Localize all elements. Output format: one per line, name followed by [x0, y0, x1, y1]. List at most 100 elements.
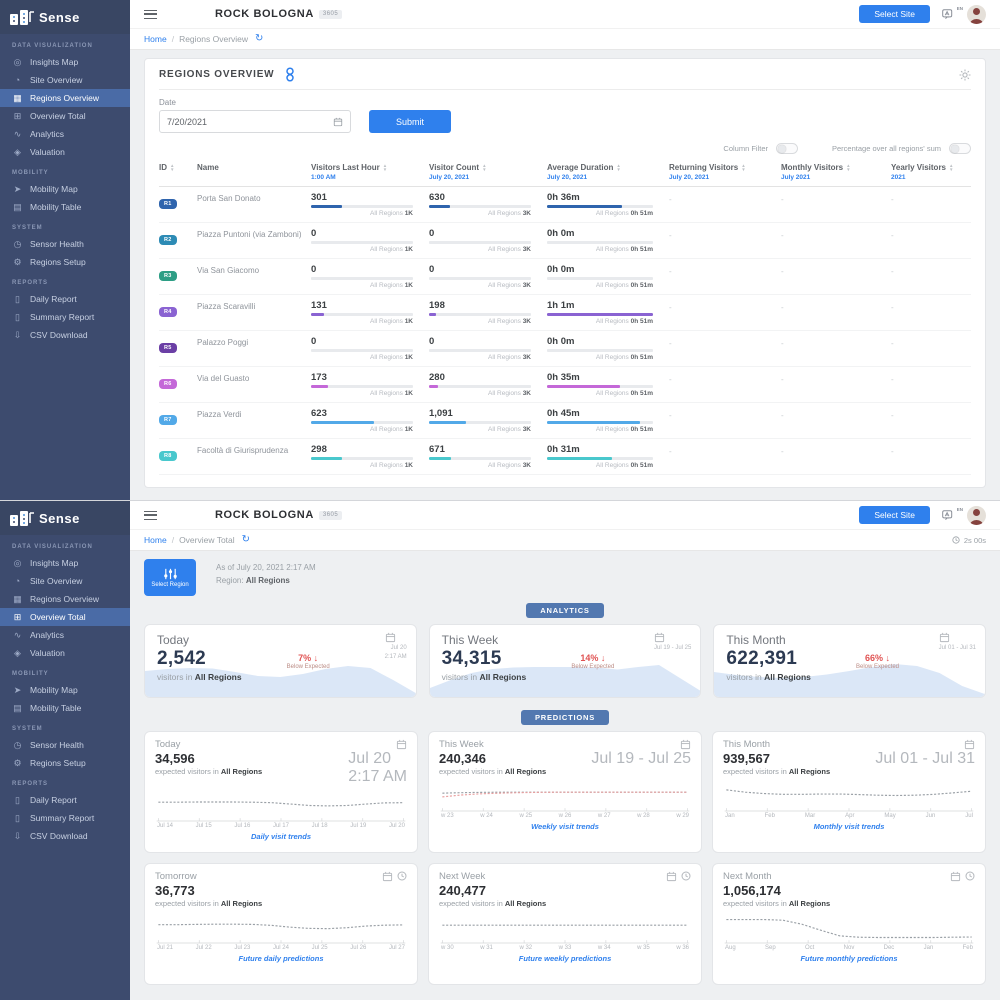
region-name: Palazzo Poggi — [197, 338, 249, 347]
sort-icon[interactable]: ▲ ▼ — [170, 163, 175, 172]
sidebar-item-csv-download[interactable]: ⇩ CSV Download — [0, 827, 130, 845]
table-row[interactable]: R7 Piazza Verdi 623 All Regions 1K 1,091 All … — [159, 403, 971, 439]
breadcrumb-home-link[interactable]: Home — [144, 535, 167, 545]
chart-caption-link[interactable]: Weekly visit trends — [531, 822, 599, 831]
language-selector[interactable]: EN — [942, 6, 963, 20]
sidebar-item-regions-setup[interactable]: ⚙ Regions Setup — [0, 253, 130, 271]
column-header-visitors-last-hour[interactable]: Visitors Last Hour ▲ ▼ 1:00 AM — [311, 163, 429, 181]
expected-visitors-value: 240,346 — [439, 751, 486, 766]
column-header-monthly-visitors[interactable]: Monthly Visitors ▲ ▼ July 2021 — [781, 163, 891, 181]
refresh-icon[interactable]: ↻ — [241, 534, 251, 545]
sidebar-item-site-overview[interactable]: ◔ Site Overview — [0, 71, 130, 89]
chart-x-labels: Jul 21 Jul 22 Jul 23 Jul 24 Jul 25 Jul 26 Jul … — [155, 945, 407, 951]
date-field[interactable] — [159, 110, 351, 133]
sidebar-item-mobility-map[interactable]: ➤ Mobility Map — [0, 681, 130, 699]
column-filter-toggle[interactable] — [776, 143, 798, 154]
sidebar-item-overview-total[interactable]: ⊞ Overview Total — [0, 107, 130, 125]
card-date-block: Jul 19 - Jul 25 — [654, 632, 691, 653]
sort-icon[interactable]: ▲ ▼ — [616, 163, 621, 172]
future-clock-icon[interactable] — [965, 871, 975, 881]
select-region-button[interactable]: Select Region — [144, 559, 196, 596]
future-clock-icon[interactable] — [397, 871, 407, 881]
column-header-id[interactable]: ID ▲ ▼ — [159, 163, 197, 181]
sidebar-item-insights-map[interactable]: ◎ Insights Map — [0, 554, 130, 572]
column-header-average-duration[interactable]: Average Duration ▲ ▼ July 20, 2021 — [547, 163, 669, 181]
user-avatar[interactable] — [967, 4, 986, 24]
sort-icon[interactable]: ▲ ▼ — [949, 163, 954, 172]
settings-gear-icon[interactable] — [959, 69, 971, 81]
monthly-visitors-value: - — [781, 231, 784, 240]
visitor-count-bar — [429, 457, 531, 460]
future-clock-icon[interactable] — [681, 871, 691, 881]
select-site-button[interactable]: Select Site — [859, 5, 930, 23]
calendar-icon[interactable] — [950, 871, 961, 882]
date-input[interactable] — [167, 116, 333, 127]
table-row[interactable]: R5 Palazzo Poggi 0 All Regions 1K 0 All Regio… — [159, 331, 971, 367]
calendar-icon[interactable] — [666, 871, 677, 882]
regions-overview-icon: ▦ — [13, 92, 22, 103]
calendar-icon[interactable] — [680, 739, 691, 750]
table-row[interactable]: R2 Piazza Puntoni (via Zamboni) 0 All Regio… — [159, 223, 971, 259]
breadcrumb-home-link[interactable]: Home — [144, 34, 167, 44]
table-row[interactable]: R1 Porta San Donato 301 All Regions 1K 630 Al… — [159, 187, 971, 223]
sort-icon[interactable]: ▲ ▼ — [846, 163, 851, 172]
calendar-icon[interactable] — [385, 632, 396, 643]
sidebar-item-sensor-health[interactable]: ◷ Sensor Health — [0, 736, 130, 754]
sort-icon[interactable]: ▲ ▼ — [382, 163, 388, 172]
chart-caption-link[interactable]: Future weekly predictions — [518, 954, 612, 963]
sidebar-item-site-overview[interactable]: ◔ Site Overview — [0, 572, 130, 590]
sidebar-item-insights-map[interactable]: ◎ Insights Map — [0, 53, 130, 71]
sidebar-item-regions-setup[interactable]: ⚙ Regions Setup — [0, 754, 130, 772]
chart-caption-link[interactable]: Future monthly predictions — [800, 954, 898, 963]
sort-icon[interactable]: ▲ ▼ — [482, 163, 487, 172]
select-site-button[interactable]: Select Site — [859, 506, 930, 524]
sidebar-item-daily-report[interactable]: ▯ Daily Report — [0, 791, 130, 809]
sidebar-item-summary-report[interactable]: ▯ Summary Report — [0, 809, 130, 827]
table-row[interactable]: R6 Via del Guasto 173 All Regions 1K 280 All … — [159, 367, 971, 403]
language-selector[interactable]: EN — [942, 507, 963, 521]
sidebar-item-analytics[interactable]: ∿ Analytics — [0, 626, 130, 644]
sidebar-item-analytics[interactable]: ∿ Analytics — [0, 125, 130, 143]
sidebar-item-mobility-table[interactable]: ▤ Mobility Table — [0, 699, 130, 717]
prediction-cards-row-1: Today 34,596 expected visitors in All Regi… — [144, 731, 986, 853]
chart-caption-link[interactable]: Monthly visit trends — [813, 822, 885, 831]
table-row[interactable]: R3 Via San Giacomo 0 All Regions 1K 0 All Reg… — [159, 259, 971, 295]
sidebar-item-mobility-table[interactable]: ▤ Mobility Table — [0, 198, 130, 216]
chart-caption-link[interactable]: Future daily predictions — [238, 954, 324, 963]
column-header-yearly-visitors[interactable]: Yearly Visitors ▲ ▼ 2021 — [891, 163, 971, 181]
sidebar-item-valuation[interactable]: ◈ Valuation — [0, 143, 130, 161]
sidebar-item-csv-download[interactable]: ⇩ CSV Download — [0, 326, 130, 344]
percentage-toggle[interactable] — [949, 143, 971, 154]
sidebar-item-mobility-map[interactable]: ➤ Mobility Map — [0, 180, 130, 198]
sidebar-item-regions-overview[interactable]: ▦ Regions Overview — [0, 89, 130, 107]
calendar-icon[interactable] — [382, 871, 393, 882]
sidebar-item-summary-report[interactable]: ▯ Summary Report — [0, 308, 130, 326]
sidebar-item-daily-report[interactable]: ▯ Daily Report — [0, 290, 130, 308]
user-avatar[interactable] — [967, 505, 986, 525]
hamburger-menu-icon[interactable] — [144, 9, 157, 19]
average-duration: 0h 0m All Regions 0h 51m — [547, 228, 669, 253]
x-tick-label: w 29 — [676, 813, 689, 819]
sidebar-item-regions-overview[interactable]: ▦ Regions Overview — [0, 590, 130, 608]
calendar-icon[interactable] — [939, 632, 950, 643]
table-row[interactable]: R4 Piazza Scaravilli 131 All Regions 1K 198 A… — [159, 295, 971, 331]
sidebar-item-sensor-health[interactable]: ◷ Sensor Health — [0, 235, 130, 253]
calendar-icon[interactable] — [396, 739, 407, 750]
hamburger-menu-icon[interactable] — [144, 510, 157, 520]
sidebar-item-valuation[interactable]: ◈ Valuation — [0, 644, 130, 662]
table-row[interactable]: R8 Facoltà di Giurisprudenza 298 All Region… — [159, 439, 971, 475]
card-date-range: Jul 20 2:17 AM — [348, 750, 407, 785]
column-header-name[interactable]: Name — [197, 163, 311, 181]
submit-button[interactable]: Submit — [369, 110, 451, 133]
column-header-returning-visitors[interactable]: Returning Visitors ▲ ▼ July 20, 2021 — [669, 163, 781, 181]
sidebar-item-overview-total[interactable]: ⊞ Overview Total — [0, 608, 130, 626]
calendar-icon[interactable] — [333, 117, 343, 127]
calendar-icon[interactable] — [964, 739, 975, 750]
chart-caption-link[interactable]: Daily visit trends — [250, 832, 312, 841]
delta-note: Below Expected — [286, 664, 330, 670]
region-id-badge: R5 — [159, 343, 177, 353]
refresh-icon[interactable]: ↻ — [255, 33, 264, 44]
column-header-visitor-count[interactable]: Visitor Count ▲ ▼ July 20, 2021 — [429, 163, 547, 181]
sort-icon[interactable]: ▲ ▼ — [741, 163, 746, 172]
calendar-icon[interactable] — [654, 632, 665, 643]
